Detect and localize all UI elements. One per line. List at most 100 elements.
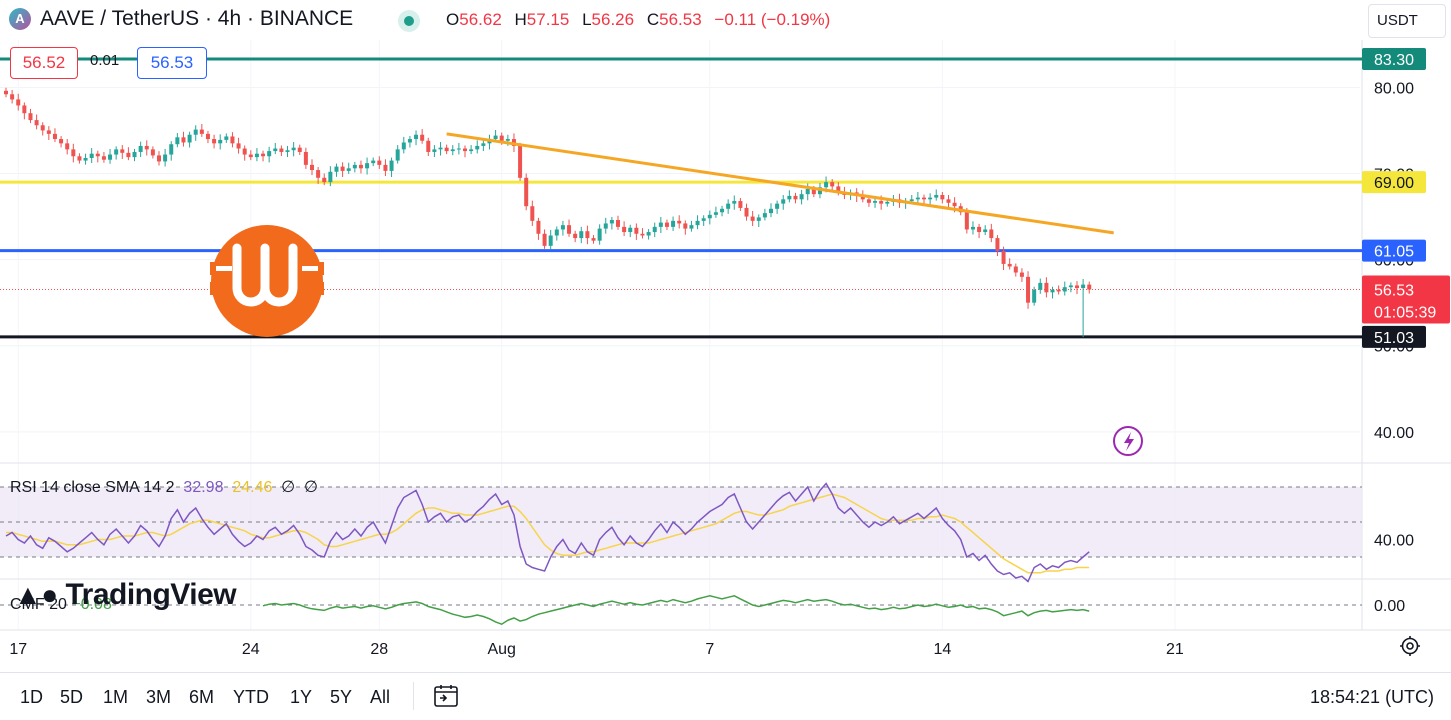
- timeframe-5y[interactable]: 5Y: [330, 687, 353, 707]
- timeframe-3m[interactable]: 3M: [146, 687, 172, 707]
- candle-body: [205, 133, 210, 140]
- candle-body: [285, 150, 290, 152]
- level-badge-bg: [1362, 171, 1426, 194]
- lightning-icon: [1113, 426, 1143, 456]
- timeframe-1m[interactable]: 1M: [103, 687, 129, 707]
- timeframe-ytd[interactable]: YTD: [233, 687, 269, 707]
- candle-body: [866, 199, 871, 203]
- candle-body: [456, 148, 461, 150]
- candle-body: [444, 147, 449, 152]
- candle-body: [860, 195, 865, 200]
- level-badge-bg: [1362, 239, 1426, 262]
- timeframe-5d[interactable]: 5D: [60, 687, 84, 707]
- time-tick-label: Aug: [487, 641, 515, 658]
- candle-body: [34, 120, 39, 126]
- candle-body: [248, 154, 253, 158]
- candle-body: [873, 201, 878, 203]
- level-badge-61.05: 61.05: [1374, 244, 1414, 261]
- candle-body: [609, 219, 614, 224]
- candle-body: [310, 164, 314, 171]
- candle-body: [762, 213, 767, 218]
- candle-body: [713, 212, 718, 215]
- candle-body: [671, 220, 676, 227]
- candle-body: [1050, 289, 1055, 293]
- candle-body: [769, 208, 773, 214]
- candle-body: [518, 145, 523, 178]
- candle-body: [199, 129, 204, 134]
- gear-icon[interactable]: [1398, 634, 1422, 658]
- candle-body: [230, 136, 235, 144]
- timeframe-1y[interactable]: 1Y: [290, 687, 313, 707]
- symbol-title[interactable]: AAVE / TetherUS · 4h · BINANCE: [40, 7, 354, 30]
- candle-body: [701, 218, 706, 221]
- candle-body: [132, 151, 137, 158]
- candle-body: [426, 140, 431, 152]
- calendar-range-icon[interactable]: [432, 683, 460, 709]
- candle-body: [114, 149, 119, 155]
- candle-body: [261, 153, 266, 157]
- candle-body: [536, 220, 541, 234]
- bottom-toolbar: [0, 672, 1451, 720]
- candle-body: [1056, 289, 1061, 292]
- price-tick-label: 80.00: [1374, 80, 1414, 97]
- candle-body: [934, 195, 939, 198]
- candle-body: [377, 160, 382, 165]
- candle-body: [622, 226, 627, 233]
- sell-price-button[interactable]: 56.52: [10, 47, 78, 79]
- ohlc-readout: O56.62 H57.15 L56.26 C56.53 −0.11 (−0.19…: [446, 10, 831, 29]
- candle-body: [46, 130, 51, 134]
- candle-body: [187, 134, 192, 143]
- candle-body: [316, 170, 321, 178]
- candle-body: [1075, 285, 1079, 289]
- candle-body: [432, 149, 437, 152]
- candle-body: [101, 156, 106, 160]
- candle-body: [1026, 276, 1031, 303]
- utc-clock[interactable]: 18:54:21 (UTC): [1310, 687, 1435, 707]
- time-tick-label: 14: [933, 641, 951, 658]
- candle-body: [970, 226, 975, 230]
- candle-body: [303, 151, 308, 165]
- candle-body: [126, 152, 131, 158]
- trend-line: [446, 132, 1114, 235]
- candle-body: [664, 222, 669, 227]
- candle-body: [469, 149, 474, 152]
- candle-body: [218, 139, 223, 144]
- timeframe-6m[interactable]: 6M: [189, 687, 215, 707]
- level-badge-bg: [1362, 47, 1426, 70]
- candle-body: [1001, 251, 1006, 264]
- candle-body: [438, 147, 443, 150]
- candle-body: [16, 99, 21, 106]
- candle-body: [389, 160, 394, 171]
- candle-body: [634, 227, 639, 234]
- candle-body: [414, 134, 419, 140]
- rsi-tick-label: 40.00: [1374, 533, 1414, 550]
- time-tick-label: 17: [9, 641, 27, 658]
- candle-body: [420, 134, 425, 141]
- candle-body: [236, 143, 241, 149]
- candle-body: [352, 164, 357, 169]
- candle-body: [811, 188, 816, 195]
- candle-body: [383, 164, 388, 171]
- candle-body: [652, 226, 657, 233]
- currency-selector[interactable]: USDT: [1368, 4, 1446, 38]
- candle-body: [1007, 263, 1012, 267]
- candle-body: [573, 233, 578, 239]
- cmf-legend[interactable]: CMF 20 −0.08: [10, 596, 112, 613]
- candle-body: [254, 153, 259, 158]
- rsi-legend[interactable]: RSI 14 close SMA 14 2 32.98 24.46 ∅ ∅: [10, 479, 319, 496]
- candle-body: [10, 94, 15, 100]
- candle-body: [560, 225, 565, 230]
- buy-price-button[interactable]: 56.53: [137, 47, 207, 79]
- candle-body: [1068, 285, 1073, 288]
- candle-body: [567, 225, 572, 234]
- candle-body: [328, 171, 333, 183]
- candle-body: [138, 145, 143, 152]
- timeframe-all[interactable]: All: [370, 687, 391, 707]
- timeframe-1d[interactable]: 1D: [20, 687, 44, 707]
- candle-body: [157, 155, 161, 162]
- candle-body: [909, 199, 914, 202]
- candle-body: [83, 157, 88, 161]
- candle-body: [1038, 282, 1043, 290]
- candle-body: [738, 201, 743, 208]
